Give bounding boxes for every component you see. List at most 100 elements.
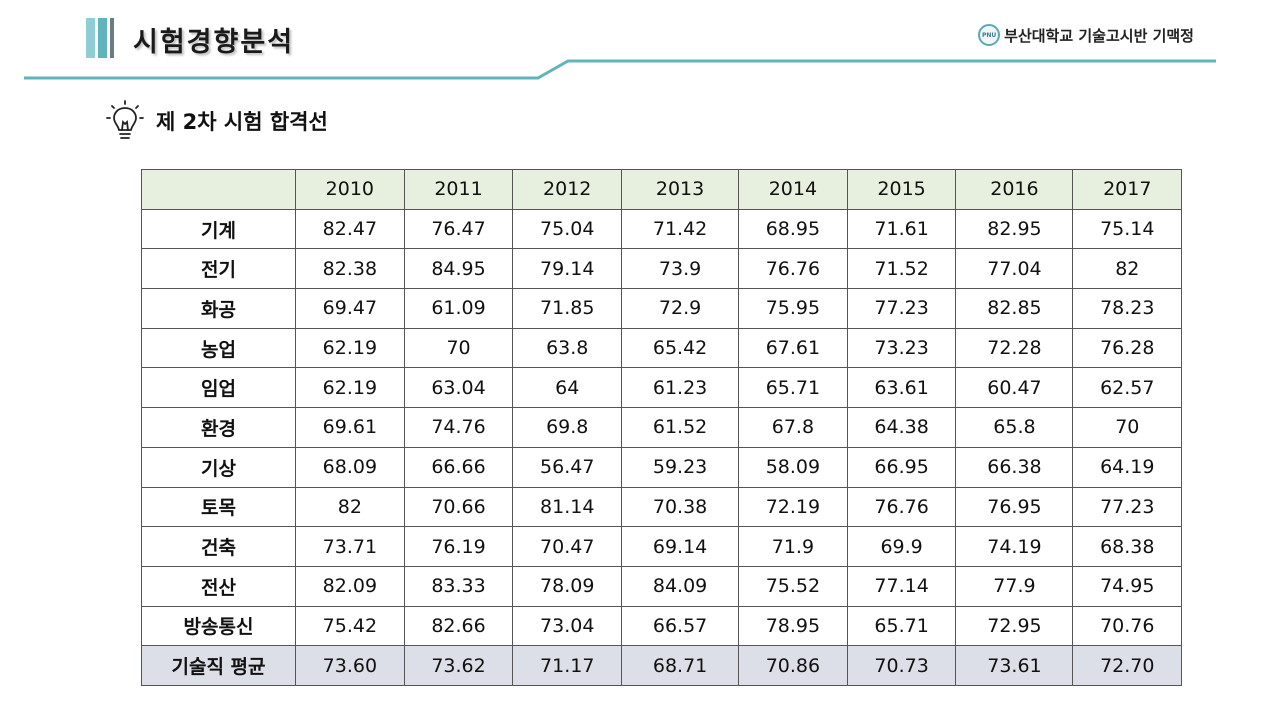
score-cell: 68.38 [1072,526,1183,567]
year-header: 2010 [295,169,405,210]
score-cell: 72.19 [738,486,848,528]
score-cell: 62.57 [1072,367,1183,409]
row-label: 환경 [141,407,296,448]
score-cell: 63.8 [512,327,623,369]
score-cell: 71.17 [512,645,623,686]
score-cell: 70 [403,327,514,369]
table-corner-cell [141,169,296,210]
score-cell: 62.19 [295,367,405,409]
score-cell: 84.95 [403,248,514,290]
score-cell: 73.71 [295,526,405,567]
row-label: 기술직 평균 [141,645,296,686]
score-cell: 71.9 [738,526,848,567]
row-label: 화공 [141,288,296,329]
table-row: 환경 69.61 74.76 69.8 61.52 67.8 64.38 65.8 70 [141,407,1183,448]
score-cell: 76.76 [738,248,848,290]
section-heading: 제 2차 시험 합격선 [106,100,328,142]
score-cell: 66.57 [621,605,740,647]
score-cell: 74.95 [1072,565,1183,607]
table-row: 화공 69.47 61.09 71.85 72.9 75.95 77.23 82.85 78.2… [141,288,1183,329]
score-cell: 77.04 [955,248,1074,290]
score-cell: 82.09 [295,565,405,607]
score-cell: 69.47 [295,288,405,329]
score-cell: 70.73 [846,645,957,686]
table-row: 전기 82.38 84.95 79.14 73.9 76.76 71.52 77.04 82 [141,248,1183,290]
score-cell: 61.23 [621,367,740,409]
score-cell: 76.76 [846,486,957,528]
score-cell: 61.52 [621,407,740,448]
score-cell: 75.04 [512,208,623,250]
score-cell: 56.47 [512,446,623,488]
score-cell: 79.14 [512,248,623,290]
row-label: 건축 [141,526,296,567]
row-label: 전기 [141,248,296,290]
score-cell: 69.14 [621,526,740,567]
score-cell: 58.09 [738,446,848,488]
year-header: 2015 [846,169,957,210]
score-cell: 75.14 [1072,208,1183,250]
score-cell: 76.28 [1072,327,1183,369]
score-cell: 75.52 [738,565,848,607]
score-cell: 61.09 [403,288,514,329]
score-cell: 66.66 [403,446,514,488]
score-cell: 76.19 [403,526,514,567]
table-row: 건축 73.71 76.19 70.47 69.14 71.9 69.9 74.19 68.38 [141,526,1183,567]
average-row: 기술직 평균 73.60 73.62 71.17 68.71 70.86 70.73 73.6… [141,645,1183,686]
score-cell: 64.19 [1072,446,1183,488]
score-cell: 68.95 [738,208,848,250]
score-cell: 72.28 [955,327,1074,369]
table-row: 농업 62.19 70 63.8 65.42 67.61 73.23 72.28 76.28 [141,327,1183,369]
score-cell: 71.52 [846,248,957,290]
table-row: 전산 82.09 83.33 78.09 84.09 75.52 77.14 77.9 74.9… [141,565,1183,607]
score-cell: 78.09 [512,565,623,607]
score-cell: 82.47 [295,208,405,250]
row-label: 전산 [141,565,296,607]
score-cell: 82.95 [955,208,1074,250]
score-cell: 81.14 [512,486,623,528]
score-cell: 65.71 [738,367,848,409]
score-cell: 70.76 [1072,605,1183,647]
score-cell: 66.38 [955,446,1074,488]
score-cell: 77.23 [846,288,957,329]
score-cell: 83.33 [403,565,514,607]
row-label: 기계 [141,208,296,250]
score-cell: 77.23 [1072,486,1183,528]
year-header: 2014 [738,169,848,210]
score-cell: 73.04 [512,605,623,647]
table-row: 임업 62.19 63.04 64 61.23 65.71 63.61 60.47 62.57 [141,367,1183,409]
score-cell: 74.19 [955,526,1074,567]
score-cell: 65.8 [955,407,1074,448]
row-label: 기상 [141,446,296,488]
score-cell: 62.19 [295,327,405,369]
score-cell: 65.42 [621,327,740,369]
score-cell: 75.95 [738,288,848,329]
score-cell: 70.86 [738,645,848,686]
organization-name: 부산대학교 기술고시반 기맥정 [1004,26,1194,45]
score-cell: 75.42 [295,605,405,647]
score-cell: 70.38 [621,486,740,528]
score-cell: 82 [1072,248,1183,290]
score-cell: 71.85 [512,288,623,329]
score-cell: 82.66 [403,605,514,647]
row-label: 방송통신 [141,605,296,647]
score-cell: 72.70 [1072,645,1183,686]
score-cell: 59.23 [621,446,740,488]
score-cell: 73.9 [621,248,740,290]
score-cell: 70 [1072,407,1183,448]
score-cell: 67.61 [738,327,848,369]
passing-score-table: 2010 2011 2012 2013 2014 2015 2016 2017 … [141,169,1183,686]
score-cell: 72.9 [621,288,740,329]
title-bars-decoration [86,18,118,58]
header-divider-line [24,59,1216,80]
table-row: 기상 68.09 66.66 56.47 59.23 58.09 66.95 66.38 64.… [141,446,1183,488]
score-cell: 64.38 [846,407,957,448]
score-cell: 68.09 [295,446,405,488]
score-cell: 84.09 [621,565,740,607]
score-cell: 72.95 [955,605,1074,647]
table-row: 토목 82 70.66 81.14 70.38 72.19 76.76 76.95 77.23 [141,486,1183,528]
score-cell: 77.14 [846,565,957,607]
score-cell: 69.61 [295,407,405,448]
score-cell: 69.8 [512,407,623,448]
score-cell: 63.04 [403,367,514,409]
score-cell: 73.60 [295,645,405,686]
